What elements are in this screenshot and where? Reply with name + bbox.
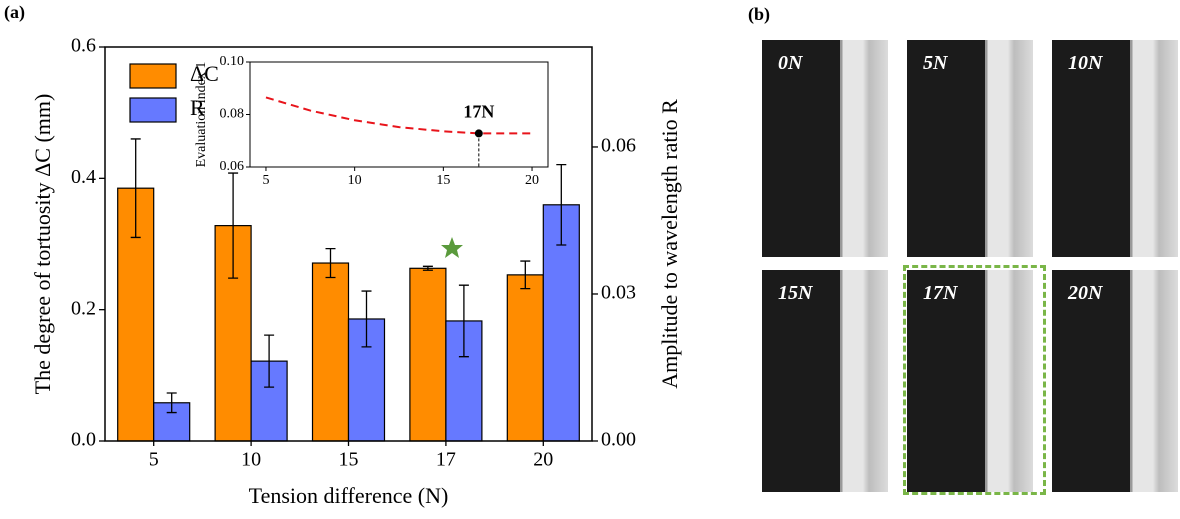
- y-tick-label: 0.0: [71, 429, 96, 451]
- legend-label: ΔC: [190, 61, 219, 86]
- x-tick-label: 5: [149, 449, 159, 471]
- marker: [474, 129, 483, 138]
- error-bar: [228, 172, 239, 279]
- y2-tick-label: 0.03: [601, 282, 636, 304]
- x-tick-label: 20: [525, 173, 539, 188]
- photo: 10N: [1052, 40, 1178, 257]
- x-tick-label: 15: [436, 173, 450, 188]
- bar: [311, 262, 350, 442]
- error-bar: [556, 163, 567, 246]
- error-bar: [458, 284, 469, 358]
- y2-axis-title: Amplitude to wavelength ratio R: [657, 99, 682, 389]
- photo: 15N: [762, 270, 888, 492]
- photo-label: 0N: [778, 52, 803, 74]
- error-bar: [166, 392, 177, 414]
- x-tick-label: 10: [241, 449, 261, 471]
- x-tick-label: 10: [348, 173, 362, 188]
- legend-swatch: [129, 63, 177, 89]
- error-bar: [325, 247, 336, 279]
- error-bar: [520, 260, 531, 290]
- panel-label: (a): [4, 2, 25, 23]
- bar: [409, 267, 447, 442]
- line: [265, 96, 533, 135]
- x-tick-label: 17: [436, 449, 456, 471]
- error-bar: [130, 138, 141, 239]
- y2-tick-label: 0.00: [601, 429, 636, 451]
- photo: 0N: [762, 40, 888, 257]
- highlight-box: [903, 265, 1046, 495]
- inset-frame: [249, 61, 549, 168]
- bar: [506, 274, 544, 442]
- legend-swatch: [129, 97, 177, 123]
- photo-label: 17N: [923, 282, 958, 304]
- error-bar: [264, 334, 275, 388]
- y-tick-label: 0.08: [220, 107, 245, 122]
- y-tick-label: 0.4: [71, 166, 96, 188]
- y-axis-title: The degree of tortuosity ΔC (mm): [30, 94, 55, 395]
- star-marker: [441, 237, 463, 258]
- annotation: 17N: [463, 102, 494, 122]
- photo-label: 10N: [1068, 52, 1103, 74]
- x-tick-label: 15: [339, 449, 359, 471]
- photo: 20N: [1052, 270, 1178, 492]
- y-tick-label: 0.2: [71, 297, 96, 319]
- y2-tick-label: 0.06: [601, 135, 636, 157]
- photo-label: 5N: [923, 52, 948, 74]
- y-tick-label: 0.10: [220, 54, 245, 69]
- y-tick-label: 0.6: [71, 35, 96, 57]
- y-axis-title: Evaluation index 1: [194, 62, 209, 168]
- legend-label: R: [190, 95, 205, 120]
- panel-label: (b): [748, 4, 770, 25]
- error-bar: [422, 265, 433, 271]
- photo-label: 20N: [1068, 282, 1103, 304]
- error-bar: [361, 290, 372, 348]
- photo: 17N: [907, 270, 1033, 492]
- x-tick-label: 5: [262, 173, 269, 188]
- photo: 5N: [907, 40, 1033, 257]
- photo-label: 15N: [778, 282, 813, 304]
- x-tick-label: 20: [533, 449, 553, 471]
- y-tick-label: 0.06: [220, 159, 245, 174]
- x-axis-title: Tension difference (N): [249, 483, 449, 508]
